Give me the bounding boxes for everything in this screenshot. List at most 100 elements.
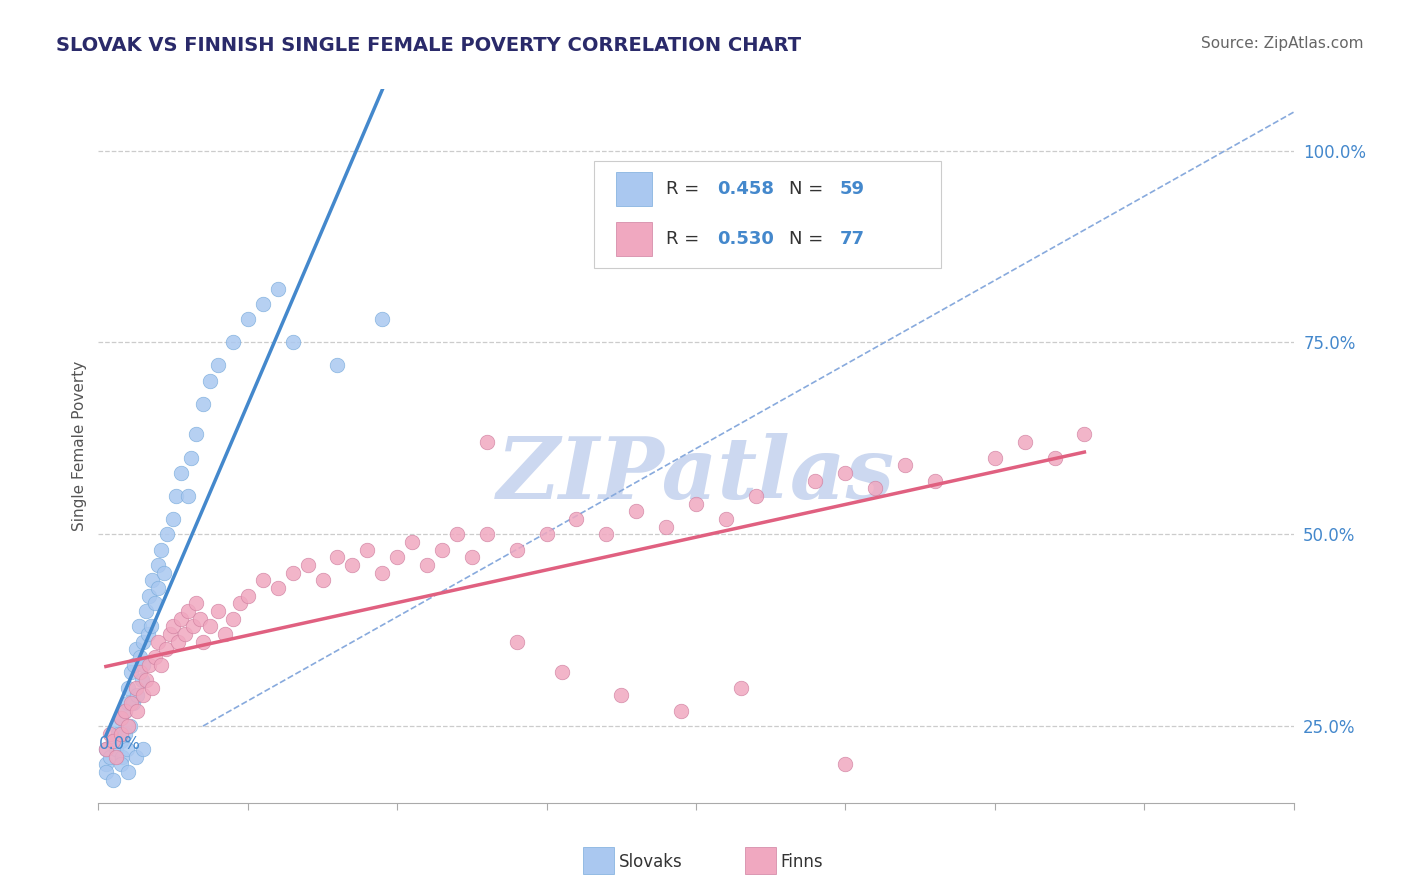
Point [117, 681, 139, 695]
Point [181, 619, 204, 633]
Text: Slovaks: Slovaks [619, 853, 682, 871]
Point [117, 719, 139, 733]
Point [120, 696, 142, 710]
Point [150, 542, 173, 557]
Point [267, 581, 290, 595]
Point [103, 772, 125, 787]
Point [229, 596, 252, 610]
Point [118, 719, 141, 733]
Point [669, 704, 692, 718]
Point [626, 504, 648, 518]
Text: R =: R = [666, 180, 704, 198]
Point [129, 665, 152, 680]
Point [129, 650, 152, 665]
Point [117, 696, 139, 710]
Point [125, 642, 148, 657]
Point [865, 481, 887, 495]
Point [141, 574, 163, 588]
Point [281, 566, 304, 580]
Point [311, 574, 333, 588]
Point [207, 359, 229, 373]
Point [200, 374, 222, 388]
Point [252, 574, 274, 588]
Point [103, 734, 125, 748]
Point [281, 335, 304, 350]
Point [136, 627, 159, 641]
Point [371, 312, 394, 326]
Point [153, 566, 176, 580]
Point [506, 542, 529, 557]
Point [222, 612, 245, 626]
Point [143, 650, 166, 665]
Point [155, 642, 177, 657]
Point [132, 634, 155, 648]
Point [166, 634, 188, 648]
Text: N =: N = [789, 230, 830, 248]
Point [135, 604, 157, 618]
Point [105, 749, 128, 764]
Point [565, 512, 588, 526]
Text: 77: 77 [839, 230, 865, 248]
Point [121, 696, 143, 710]
Point [745, 489, 768, 503]
Bar [616, 222, 652, 256]
Point [200, 619, 222, 633]
Point [984, 450, 1007, 465]
Point [475, 527, 498, 541]
Point [162, 619, 184, 633]
Point [135, 673, 157, 687]
Point [162, 512, 184, 526]
Point [100, 727, 122, 741]
Point [110, 734, 132, 748]
Point [685, 497, 707, 511]
Point [1014, 435, 1036, 450]
Text: ZIPatlas: ZIPatlas [496, 433, 896, 516]
Point [117, 765, 139, 780]
Point [461, 550, 484, 565]
Point [114, 727, 136, 741]
Point [143, 596, 166, 610]
Text: SLOVAK VS FINNISH SINGLE FEMALE POVERTY CORRELATION CHART: SLOVAK VS FINNISH SINGLE FEMALE POVERTY … [56, 36, 801, 54]
Point [655, 519, 678, 533]
Point [110, 727, 132, 741]
Text: 59: 59 [839, 180, 865, 198]
Point [191, 397, 214, 411]
Point [1043, 450, 1066, 465]
Point [326, 359, 349, 373]
Point [371, 566, 394, 580]
Point [188, 612, 211, 626]
Point [139, 619, 162, 633]
Point [107, 727, 129, 741]
Point [120, 665, 142, 680]
Point [132, 742, 155, 756]
Point [114, 704, 136, 718]
Point [169, 612, 191, 626]
Point [446, 527, 468, 541]
Point [132, 657, 155, 672]
Point [94, 742, 117, 756]
Point [105, 742, 128, 756]
Point [475, 435, 498, 450]
Point [125, 681, 148, 695]
Point [127, 704, 149, 718]
Point [236, 312, 259, 326]
Text: R =: R = [666, 230, 704, 248]
Point [342, 558, 364, 572]
Point [156, 527, 179, 541]
Point [326, 550, 349, 565]
Text: 0.530: 0.530 [717, 230, 775, 248]
Point [191, 634, 214, 648]
Point [103, 734, 125, 748]
Text: Source: ZipAtlas.com: Source: ZipAtlas.com [1201, 36, 1364, 51]
Point [834, 757, 856, 772]
Point [165, 489, 187, 503]
Point [150, 657, 173, 672]
Point [297, 558, 319, 572]
Text: N =: N = [789, 180, 830, 198]
Point [416, 558, 439, 572]
Bar [616, 172, 652, 206]
Point [356, 542, 378, 557]
Point [114, 704, 136, 718]
Point [236, 589, 259, 603]
Text: Finns: Finns [780, 853, 823, 871]
